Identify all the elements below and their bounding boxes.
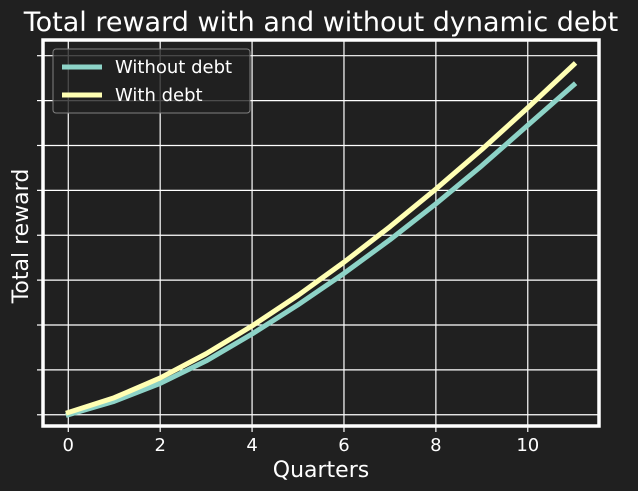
plot-frame <box>41 38 601 428</box>
y-axis-ticks <box>37 55 43 416</box>
y-axis-label: Total reward <box>9 169 34 305</box>
series-line-without-debt <box>65 81 578 418</box>
legend-label-without-debt: Without debt <box>115 57 232 78</box>
legend: Without debt With debt <box>52 48 251 114</box>
x-tick-label: 2 <box>154 435 165 456</box>
x-tick-label: 10 <box>516 435 539 456</box>
x-tick-label: 6 <box>338 435 349 456</box>
chart-title: Total reward with and without dynamic de… <box>23 7 619 38</box>
grid <box>43 40 599 426</box>
x-tick-label: 4 <box>246 435 257 456</box>
x-tick-label: 8 <box>430 435 441 456</box>
series-lines <box>65 61 578 418</box>
x-axis-label: Quarters <box>273 458 369 483</box>
x-axis-ticks: 0 2 4 6 8 10 <box>63 426 539 456</box>
x-tick-label: 0 <box>63 435 74 456</box>
legend-label-with-debt: With debt <box>115 85 203 106</box>
legend-box <box>52 48 251 114</box>
series-line-with-debt <box>65 61 578 416</box>
